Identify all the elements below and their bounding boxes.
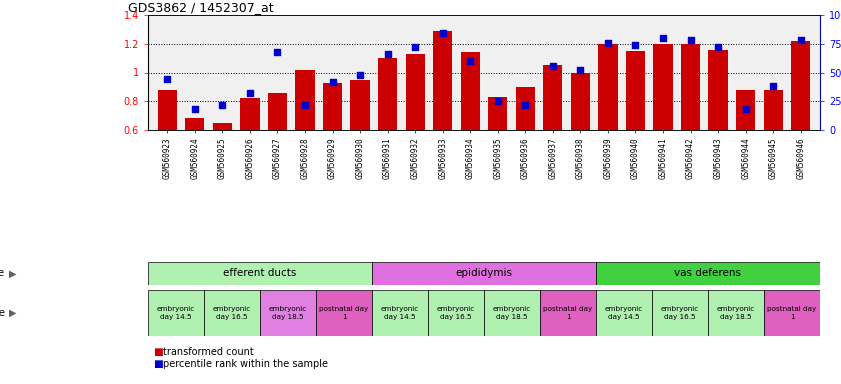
Bar: [484, 290, 540, 336]
Bar: [433, 31, 452, 130]
Bar: [323, 83, 342, 130]
Bar: [213, 123, 232, 130]
Text: postnatal day
1: postnatal day 1: [767, 306, 817, 320]
Point: [656, 35, 669, 41]
Point: [409, 44, 422, 50]
Text: transformed count: transformed count: [163, 347, 254, 357]
Bar: [596, 262, 820, 285]
Bar: [204, 290, 260, 336]
Bar: [571, 73, 590, 130]
Text: ■: ■: [153, 347, 163, 357]
Point: [546, 63, 559, 69]
Text: embryonic
day 16.5: embryonic day 16.5: [436, 306, 475, 320]
Point: [794, 37, 807, 43]
Text: tissue: tissue: [0, 268, 5, 278]
Bar: [736, 90, 755, 130]
Bar: [185, 119, 204, 130]
Bar: [148, 262, 372, 285]
Bar: [681, 44, 701, 130]
Bar: [241, 98, 260, 130]
Text: embryonic
day 14.5: embryonic day 14.5: [157, 306, 195, 320]
Point: [381, 51, 394, 57]
Text: embryonic
day 16.5: embryonic day 16.5: [213, 306, 251, 320]
Point: [436, 30, 449, 36]
Text: postnatal day
1: postnatal day 1: [543, 306, 593, 320]
Text: ▶: ▶: [9, 268, 17, 278]
Bar: [428, 290, 484, 336]
Text: embryonic
day 14.5: embryonic day 14.5: [605, 306, 643, 320]
Bar: [540, 290, 596, 336]
Bar: [764, 290, 820, 336]
Point: [739, 106, 753, 113]
Bar: [516, 87, 535, 130]
Text: embryonic
day 18.5: embryonic day 18.5: [493, 306, 532, 320]
Bar: [378, 58, 397, 130]
Point: [629, 42, 643, 48]
Text: postnatal day
1: postnatal day 1: [320, 306, 368, 320]
Point: [215, 102, 229, 108]
Text: development stage: development stage: [0, 308, 5, 318]
Point: [574, 67, 587, 73]
Point: [766, 83, 780, 89]
Bar: [405, 54, 425, 130]
Point: [243, 90, 257, 96]
Point: [353, 72, 367, 78]
Bar: [596, 290, 652, 336]
Bar: [372, 290, 428, 336]
Bar: [295, 70, 315, 130]
Text: embryonic
day 18.5: embryonic day 18.5: [717, 306, 755, 320]
Text: efferent ducts: efferent ducts: [224, 268, 297, 278]
Text: embryonic
day 18.5: embryonic day 18.5: [269, 306, 307, 320]
Bar: [791, 41, 811, 130]
Point: [188, 106, 202, 113]
Text: ■: ■: [153, 359, 163, 369]
Text: embryonic
day 16.5: embryonic day 16.5: [661, 306, 699, 320]
Bar: [157, 90, 177, 130]
Bar: [461, 52, 480, 130]
Bar: [488, 97, 507, 130]
Bar: [598, 44, 617, 130]
Point: [519, 102, 532, 108]
Bar: [260, 290, 316, 336]
Point: [491, 98, 505, 104]
Point: [711, 44, 725, 50]
Point: [271, 49, 284, 55]
Bar: [148, 290, 204, 336]
Text: ▶: ▶: [9, 308, 17, 318]
Point: [161, 76, 174, 83]
Bar: [626, 51, 645, 130]
Text: vas deferens: vas deferens: [674, 268, 742, 278]
Bar: [652, 290, 708, 336]
Bar: [764, 90, 783, 130]
Bar: [351, 80, 370, 130]
Text: GDS3862 / 1452307_at: GDS3862 / 1452307_at: [128, 1, 273, 14]
Text: percentile rank within the sample: percentile rank within the sample: [163, 359, 328, 369]
Bar: [543, 65, 563, 130]
Text: embryonic
day 14.5: embryonic day 14.5: [381, 306, 419, 320]
Point: [463, 58, 477, 64]
Bar: [653, 44, 673, 130]
Point: [325, 79, 339, 85]
Bar: [708, 290, 764, 336]
Bar: [267, 93, 287, 130]
Point: [299, 102, 312, 108]
Bar: [708, 50, 727, 130]
Point: [684, 37, 697, 43]
Bar: [372, 262, 596, 285]
Bar: [316, 290, 372, 336]
Point: [601, 40, 615, 46]
Text: epididymis: epididymis: [456, 268, 512, 278]
